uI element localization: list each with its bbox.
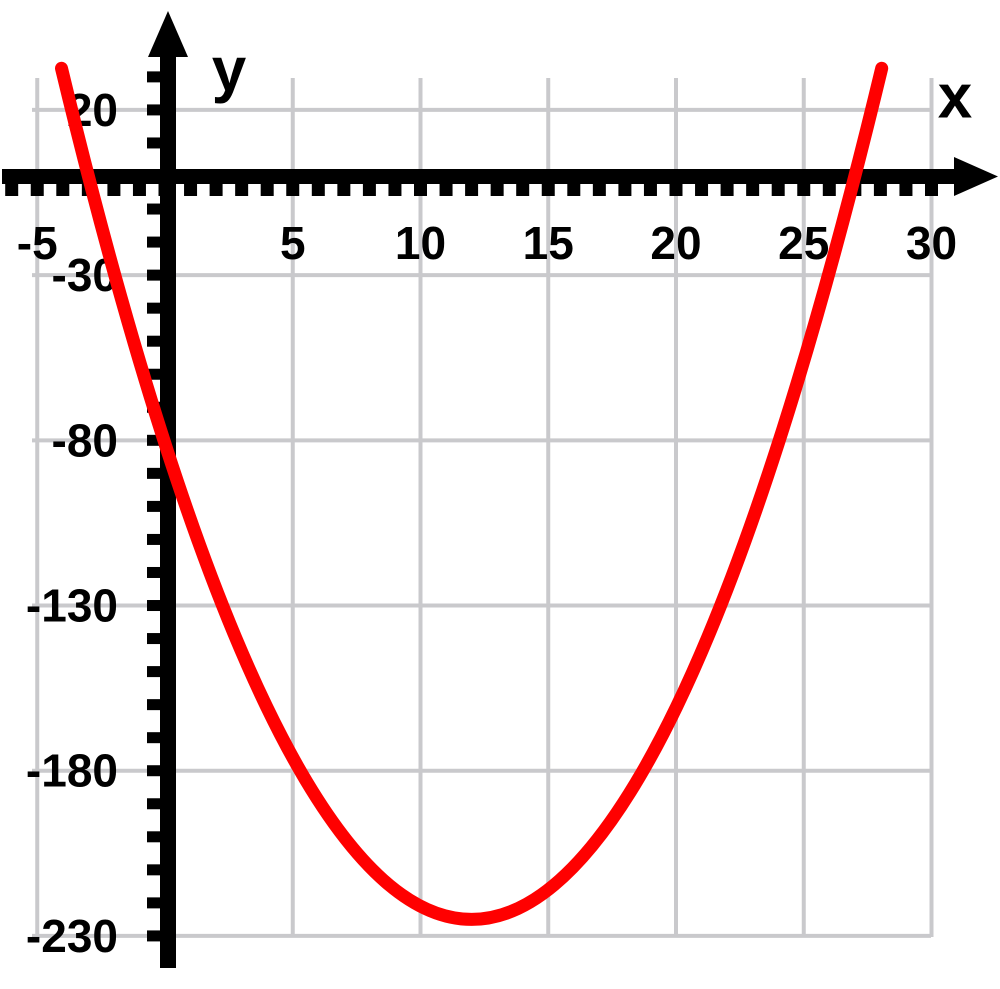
y-axis-label: y [211, 35, 247, 105]
x-axis-tick [567, 184, 581, 196]
y-axis-tick [147, 897, 160, 909]
x-axis-tick [592, 184, 606, 196]
x-axis-tick [184, 184, 198, 196]
x-axis-tick [822, 184, 836, 196]
x-tick-label: 15 [523, 217, 574, 269]
x-axis-tick [490, 184, 504, 196]
x-tick-label: 5 [280, 217, 306, 269]
x-axis-tick [465, 184, 479, 196]
x-axis-tick [873, 184, 887, 196]
x-axis-tick [643, 184, 657, 196]
y-axis-tick [147, 533, 160, 545]
y-axis-line [160, 50, 176, 968]
x-axis-tick [618, 184, 632, 196]
x-axis-tick [899, 184, 913, 196]
y-axis-tick [147, 798, 160, 810]
x-axis-arrowhead [954, 157, 998, 196]
y-tick-label: -130 [26, 580, 118, 632]
x-axis-tick [107, 184, 121, 196]
x-axis-tick [771, 184, 785, 196]
y-tick-label: -180 [26, 745, 118, 797]
y-axis-tick [147, 633, 160, 645]
y-axis-tick [147, 368, 160, 380]
y-axis-tick [147, 600, 160, 612]
x-axis-tick [720, 184, 734, 196]
y-axis-tick [147, 765, 160, 777]
y-axis-tick [147, 831, 160, 843]
x-axis-label: x [937, 62, 973, 132]
x-axis-tick [925, 184, 938, 196]
y-axis-tick [147, 467, 160, 479]
y-axis-tick [147, 104, 160, 116]
x-axis-line [2, 169, 956, 184]
x-axis-tick [286, 184, 300, 196]
x-tick-label: 10 [395, 217, 446, 269]
x-axis-tick [209, 184, 223, 196]
x-axis-tick [414, 184, 427, 196]
parabola-curve [55, 61, 889, 926]
y-tick-label: -80 [52, 414, 118, 466]
x-axis-tick [311, 184, 325, 196]
y-axis-tick [147, 71, 160, 83]
x-axis-tick [5, 184, 19, 196]
y-axis-tick [147, 269, 160, 281]
y-axis-tick [147, 500, 160, 512]
x-axis-tick [695, 184, 709, 196]
x-axis-tick [439, 184, 453, 196]
x-axis-tick [56, 184, 70, 196]
x-tick-label: -5 [17, 217, 58, 269]
x-tick-label: 30 [906, 217, 957, 269]
x-axis-tick [797, 184, 811, 196]
x-axis-tick [30, 184, 44, 196]
x-tick-label: 25 [778, 217, 829, 269]
y-axis-tick [147, 137, 160, 149]
x-axis-tick [132, 184, 146, 196]
x-axis-tick [260, 184, 274, 196]
x-axis-tick [516, 184, 530, 196]
y-axis-tick [147, 434, 160, 446]
x-axis-tick [388, 184, 402, 196]
y-axis-tick [147, 302, 160, 314]
x-axis-tick [362, 184, 376, 196]
y-axis-tick [147, 236, 160, 248]
y-axis-tick [147, 699, 160, 711]
x-axis-tick [669, 184, 683, 196]
y-axis-arrowhead [148, 11, 188, 57]
x-axis-tick [337, 184, 351, 196]
x-tick-label: 20 [650, 217, 701, 269]
y-axis-tick [147, 864, 160, 876]
x-axis-tick [235, 184, 249, 196]
y-axis-tick [147, 203, 160, 215]
y-tick-label: -230 [26, 910, 118, 962]
y-axis-tick [147, 930, 160, 942]
x-axis-tick [746, 184, 760, 196]
x-axis-tick [541, 184, 555, 196]
y-axis-tick [147, 666, 160, 678]
y-axis-tick [147, 732, 160, 744]
y-axis-tick [147, 566, 160, 578]
x-axis-tick [158, 184, 172, 196]
y-axis-tick [147, 335, 160, 347]
